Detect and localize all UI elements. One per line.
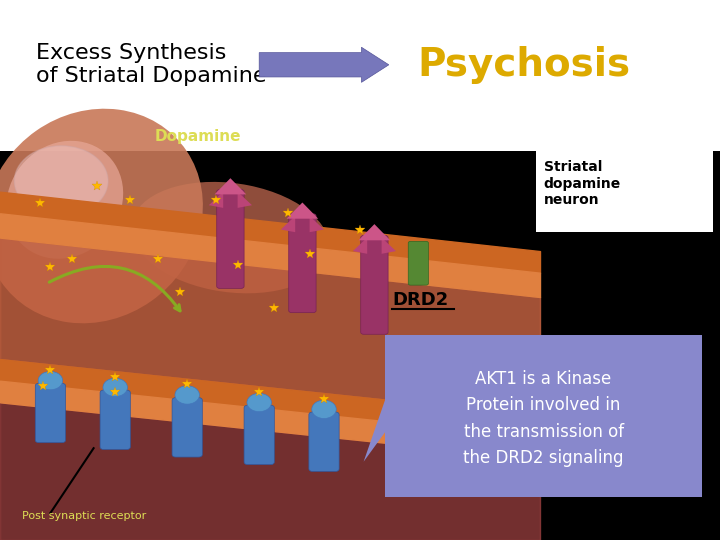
Polygon shape [215,178,246,194]
FancyBboxPatch shape [289,214,316,313]
Text: AKT1 is a Kinase
Protein involved in
the transmission of
the DRD2 signaling: AKT1 is a Kinase Protein involved in the… [464,370,624,467]
FancyBboxPatch shape [361,235,388,334]
Ellipse shape [131,182,330,293]
Polygon shape [281,216,295,232]
Ellipse shape [312,400,336,418]
Text: Post synaptic receptor: Post synaptic receptor [22,511,146,521]
Polygon shape [238,192,252,208]
Ellipse shape [175,386,199,404]
FancyBboxPatch shape [309,412,339,471]
FancyBboxPatch shape [35,383,66,443]
FancyBboxPatch shape [217,190,244,288]
Ellipse shape [6,141,123,259]
Text: Dopamine: Dopamine [155,129,241,144]
Ellipse shape [0,109,203,323]
FancyBboxPatch shape [244,405,274,464]
Circle shape [14,146,108,216]
FancyBboxPatch shape [408,241,428,285]
Ellipse shape [38,372,63,390]
Polygon shape [364,400,385,462]
Polygon shape [359,224,390,240]
Bar [0,0,720,151]
Text: DRD2: DRD2 [392,291,449,309]
Polygon shape [382,238,396,254]
Text: Striatal
dopamine
neuron: Striatal dopamine neuron [544,160,621,207]
Bar [536,124,713,232]
Ellipse shape [103,378,127,396]
FancyBboxPatch shape [172,397,202,457]
Bar [0,151,720,540]
Polygon shape [353,238,367,254]
FancyBboxPatch shape [100,390,130,449]
Text: Psychosis: Psychosis [418,46,631,84]
Text: Excess Synthesis
of Striatal Dopamine: Excess Synthesis of Striatal Dopamine [36,43,266,86]
Polygon shape [209,192,223,208]
Ellipse shape [247,393,271,411]
FancyArrow shape [259,47,389,82]
Polygon shape [310,216,324,232]
Polygon shape [287,202,318,219]
Bar [385,335,702,497]
